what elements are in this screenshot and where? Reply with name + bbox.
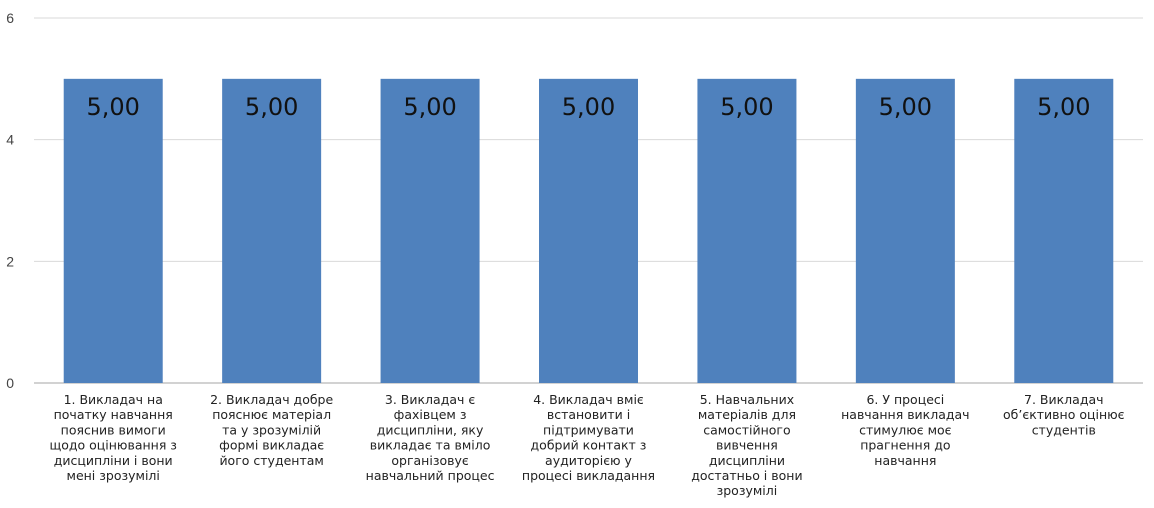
bar-data-label: 5,00 xyxy=(879,93,932,121)
x-tick-label-line: зрозумілі xyxy=(717,483,778,498)
bar xyxy=(63,78,163,383)
x-tick-label-line: студентів xyxy=(1032,422,1096,437)
x-tick-label-line: мені зрозумілі xyxy=(67,468,160,483)
bar xyxy=(1014,78,1114,383)
y-tick-label: 4 xyxy=(6,132,14,148)
x-tick-label-line: 1. Викладач на xyxy=(64,392,163,407)
bar xyxy=(222,78,322,383)
bar-data-label: 5,00 xyxy=(562,93,615,121)
x-tick-label-line: дисципліни і вони xyxy=(54,453,173,468)
x-tick-label-line: навчання викладач xyxy=(841,407,969,422)
x-tick-label-line: добрий контакт з xyxy=(531,438,647,453)
x-tick-label-line: навчальний процес xyxy=(366,468,495,483)
x-tick-label-line: пояснив вимоги xyxy=(61,422,166,437)
bar-data-label: 5,00 xyxy=(86,93,139,121)
x-tick-label: 4. Викладач вміє встановити і підтримувати… xyxy=(522,392,655,483)
x-tick-label-line: дисципліни, яку xyxy=(377,422,484,437)
y-tick-label: 6 xyxy=(6,10,14,26)
bar-data-label: 5,00 xyxy=(720,93,773,121)
x-tick-label-line: 4. Викладач вміє xyxy=(533,392,644,407)
x-tick-label-line: викладає та вміло xyxy=(370,438,491,453)
x-tick-label-line: 2. Викладач добре xyxy=(210,392,333,407)
data-labels: 5,00 5,00 5,00 5,00 5,00 5,00 5,00 xyxy=(86,93,1090,121)
y-tick-label: 2 xyxy=(6,253,14,269)
x-tick-label-line: фахівцем з xyxy=(394,407,467,422)
x-tick-label: 2. Викладач добре пояснює матеріал та у зр… xyxy=(210,392,333,468)
x-tick-label-line: процесі викладання xyxy=(522,468,655,483)
x-tick-label-line: вивчення xyxy=(716,438,778,453)
bar xyxy=(380,78,480,383)
x-tick-label-line: 3. Викладач є xyxy=(385,392,475,407)
x-tick-label-line: щодо оцінювання з xyxy=(49,438,177,453)
bar xyxy=(697,78,797,383)
x-tick-label: 1. Викладач на початку навчання пояснив ви… xyxy=(49,392,177,483)
x-tick-label-line: формі викладає xyxy=(219,438,324,453)
x-tick-label-line: самостійного xyxy=(703,422,790,437)
x-tick-label-line: об’єктивно оцінює xyxy=(1003,407,1125,422)
x-tick-label-line: його студентам xyxy=(219,453,323,468)
x-tick-label: 7. Викладач об’єктивно оцінює студентів xyxy=(1003,392,1125,437)
y-axis-ticks: 0 2 4 6 xyxy=(6,10,14,391)
x-tick-label-line: початку навчання xyxy=(54,407,173,422)
x-tick-label-line: навчання xyxy=(874,453,936,468)
bar-data-label: 5,00 xyxy=(1037,93,1090,121)
bar xyxy=(539,78,638,383)
x-axis-labels: 1. Викладач на початку навчання пояснив ви… xyxy=(49,392,1124,498)
x-tick-label: 5. Навчальних матеріалів для самостійного в… xyxy=(691,392,802,498)
x-tick-label-line: та у зрозумілій xyxy=(222,422,321,437)
x-tick-label-line: 5. Навчальних xyxy=(700,392,794,407)
x-tick-label: 6. У процесі навчання викладач стимулює мо… xyxy=(841,392,969,468)
x-tick-label-line: організовує xyxy=(391,453,469,468)
x-tick-label-line: аудиторією у xyxy=(545,453,633,468)
x-tick-label-line: пояснює матеріал xyxy=(212,407,331,422)
bar-data-label: 5,00 xyxy=(403,93,456,121)
y-tick-label: 0 xyxy=(6,375,14,391)
x-tick-label-line: матеріалів для xyxy=(698,407,796,422)
bar-data-label: 5,00 xyxy=(245,93,298,121)
x-tick-label-line: достатньо і вони xyxy=(691,468,802,483)
bar xyxy=(855,78,955,383)
x-tick-label-line: підтримувати xyxy=(543,422,634,437)
x-tick-label: 3. Викладач є фахівцем з дисципліни, яку ви… xyxy=(366,392,495,483)
x-tick-label-line: стимулює моє xyxy=(859,422,952,437)
x-tick-label-line: дисципліни xyxy=(709,453,785,468)
x-tick-label-line: 7. Викладач xyxy=(1024,392,1104,407)
x-tick-label-line: прагнення до xyxy=(860,438,950,453)
x-tick-label-line: 6. У процесі xyxy=(866,392,944,407)
bars xyxy=(63,78,1114,383)
x-tick-label-line: встановити і xyxy=(547,407,630,422)
